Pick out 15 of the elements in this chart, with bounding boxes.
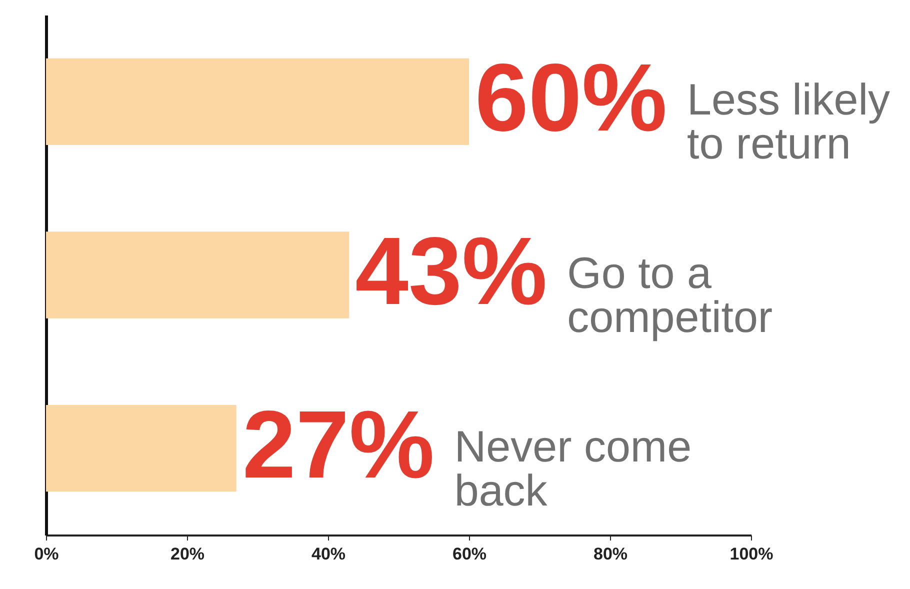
x-tick-label: 40%	[311, 544, 346, 564]
x-tick-label: 0%	[34, 544, 59, 564]
data-label: 27%	[242, 391, 434, 498]
x-tick-label: 60%	[452, 544, 487, 564]
x-tick-label: 100%	[730, 544, 774, 564]
x-tick-label: 80%	[593, 544, 628, 564]
data-label: 43%	[355, 218, 548, 325]
x-tick-label: 20%	[170, 544, 205, 564]
y-tick-label: Less likely to return	[687, 76, 890, 169]
bar	[46, 405, 236, 492]
y-tick-label: Go to a competitor	[567, 249, 773, 342]
data-label: 60%	[475, 44, 668, 152]
bar	[46, 58, 469, 145]
y-tick-label: Never come back	[454, 422, 692, 516]
bar	[46, 232, 350, 318]
